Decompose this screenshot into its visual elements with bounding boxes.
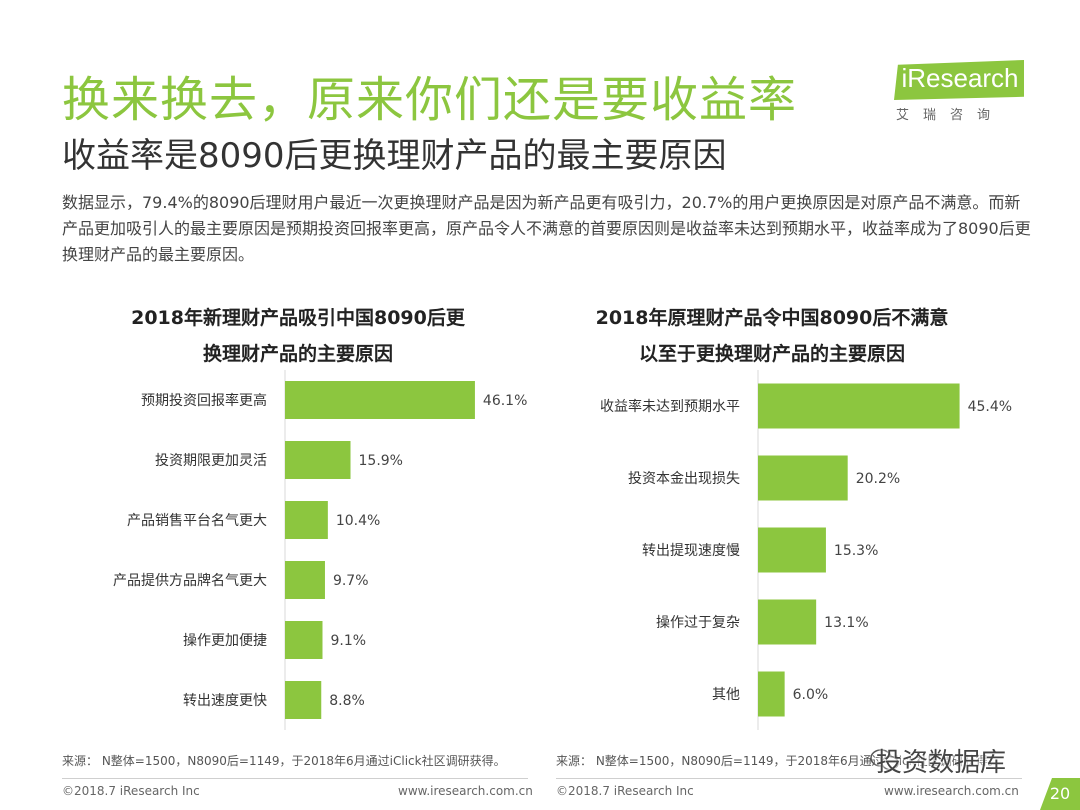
- footer-divider-right: [556, 778, 1022, 779]
- chart-0-value-label-5: 8.8%: [329, 693, 365, 709]
- chart-1-category-label-2: 转出提现速度慢: [642, 542, 740, 559]
- chart-right: 收益率未达到预期水平 45.4% 投资本金出现损失 20.2% 转出提现速度慢 15.3%…: [600, 370, 1012, 730]
- wechat-icon: [870, 749, 899, 771]
- chart-1-category-label-1: 投资本金出现损失: [628, 471, 740, 487]
- footer-copyright-right: ©2018.7 iResearch Inc: [556, 784, 694, 798]
- chart-0-value-label-0: 46.1%: [483, 393, 527, 409]
- chart-0-bar-4: [285, 621, 323, 659]
- chart-0-value-label-1: 15.9%: [359, 453, 403, 469]
- footer-url-right: www.iresearch.com.cn: [884, 784, 1019, 798]
- logo-banner: [894, 60, 1024, 100]
- chart-0-value-label-3: 9.7%: [333, 573, 369, 589]
- chart-1-value-label-2: 15.3%: [834, 543, 878, 559]
- chart-left: 预期投资回报率更高 46.1% 投资期限更加灵活 15.9% 产品销售平台名气更大 10.…: [113, 370, 527, 730]
- chart-0-category-label-1: 投资期限更加灵活: [155, 453, 267, 469]
- chart-0-bar-0: [285, 381, 475, 419]
- source-left: 来源： N整体=1500，N8090后=1149，于2018年6月通过iClic…: [62, 754, 506, 768]
- chart-1-category-label-4: 其他: [712, 687, 740, 703]
- footer-url-left: www.iresearch.com.cn: [398, 784, 533, 798]
- logo: iResearch: [901, 63, 1019, 93]
- page-number: 20: [1040, 778, 1080, 810]
- page-title: 换来换去，原来你们还是要收益率: [62, 72, 798, 128]
- page-subtitle: 收益率是8090后更换理财产品的最主要原因: [62, 136, 727, 176]
- chart-0-bar-3: [285, 561, 325, 599]
- description: 数据显示，79.4%的8090后理财用户最近一次更换理财产品是因为新产品更有吸引…: [62, 193, 1031, 264]
- chart-left-title: 2018年新理财产品吸引中国8090后更 换理财产品的主要原因: [90, 300, 506, 372]
- chart-0-value-label-4: 9.1%: [330, 633, 366, 649]
- chart-right-title-line1: 2018年原理财产品令中国8090后不满意: [595, 307, 949, 329]
- chart-left-title-line2: 换理财产品的主要原因: [202, 343, 393, 365]
- chart-0-category-label-2: 产品销售平台名气更大: [127, 513, 267, 529]
- chart-0-bar-2: [285, 501, 328, 539]
- logo-cn: 艾瑞咨询: [896, 108, 1005, 123]
- chart-1-value-label-4: 6.0%: [793, 687, 829, 703]
- chart-1-bar-4: [758, 671, 785, 717]
- chart-0-category-label-0: 预期投资回报率更高: [141, 392, 267, 409]
- footer-copyright-left: ©2018.7 iResearch Inc: [62, 784, 200, 798]
- chart-0-category-label-4: 操作更加便捷: [183, 633, 267, 649]
- chart-1-category-label-0: 收益率未达到预期水平: [600, 398, 740, 415]
- footer-divider-left: [62, 778, 528, 779]
- chart-0-category-label-5: 转出速度更快: [183, 693, 267, 709]
- chart-0-bar-5: [285, 681, 322, 719]
- chart-1-bar-3: [758, 599, 817, 645]
- chart-1-category-label-3: 操作过于复杂: [656, 614, 740, 631]
- chart-1-value-label-1: 20.2%: [856, 471, 900, 487]
- chart-0-value-label-2: 10.4%: [336, 513, 380, 529]
- chart-1-bar-0: [758, 383, 960, 429]
- chart-right-title: 2018年原理财产品令中国8090后不满意 以至于更换理财产品的主要原因: [560, 300, 984, 372]
- chart-1-value-label-0: 45.4%: [968, 399, 1012, 415]
- chart-left-title-line1: 2018年新理财产品吸引中国8090后更: [131, 307, 465, 329]
- chart-1-bar-1: [758, 455, 848, 501]
- chart-1-bar-2: [758, 527, 826, 573]
- chart-right-title-line2: 以至于更换理财产品的主要原因: [638, 343, 905, 365]
- chart-1-value-label-3: 13.1%: [824, 615, 868, 631]
- chart-0-category-label-3: 产品提供方品牌名气更大: [113, 572, 267, 589]
- watermark: 投资数据库: [876, 748, 1007, 778]
- chart-0-bar-1: [285, 441, 351, 479]
